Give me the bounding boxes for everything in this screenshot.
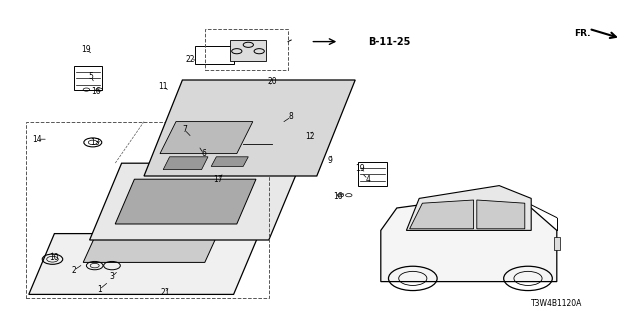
Text: 11: 11 xyxy=(159,82,168,91)
Text: 7: 7 xyxy=(182,125,187,134)
Polygon shape xyxy=(381,198,557,282)
Text: FR.: FR. xyxy=(574,29,591,38)
Polygon shape xyxy=(230,40,266,61)
Polygon shape xyxy=(211,157,248,166)
Polygon shape xyxy=(163,157,208,170)
Text: 4: 4 xyxy=(365,175,371,184)
Polygon shape xyxy=(410,200,474,229)
Polygon shape xyxy=(90,163,301,240)
Text: 5: 5 xyxy=(88,72,93,81)
Text: 13: 13 xyxy=(90,138,100,147)
Text: 1: 1 xyxy=(97,285,102,294)
Polygon shape xyxy=(83,227,221,262)
Polygon shape xyxy=(144,80,355,176)
Polygon shape xyxy=(115,179,256,224)
Text: 16: 16 xyxy=(91,87,101,96)
Polygon shape xyxy=(406,186,531,230)
Text: 16: 16 xyxy=(333,192,343,201)
Text: 19: 19 xyxy=(81,45,92,54)
Text: T3W4B1120A: T3W4B1120A xyxy=(531,300,582,308)
Polygon shape xyxy=(554,237,560,250)
Text: 20: 20 xyxy=(267,77,277,86)
Text: 3: 3 xyxy=(109,272,115,281)
Polygon shape xyxy=(160,122,253,154)
Text: 14: 14 xyxy=(32,135,42,144)
Text: 22: 22 xyxy=(186,55,195,64)
Text: B-11-25: B-11-25 xyxy=(368,36,410,47)
Polygon shape xyxy=(477,200,525,229)
Text: 19: 19 xyxy=(355,164,365,172)
Text: 2: 2 xyxy=(71,266,76,275)
Polygon shape xyxy=(29,234,259,294)
Text: 9: 9 xyxy=(327,156,332,164)
Text: 21: 21 xyxy=(161,288,170,297)
Text: 10: 10 xyxy=(49,253,60,262)
Text: 6: 6 xyxy=(201,149,206,158)
Text: 8: 8 xyxy=(289,112,294,121)
Text: 17: 17 xyxy=(212,175,223,184)
Text: 12: 12 xyxy=(306,132,315,140)
